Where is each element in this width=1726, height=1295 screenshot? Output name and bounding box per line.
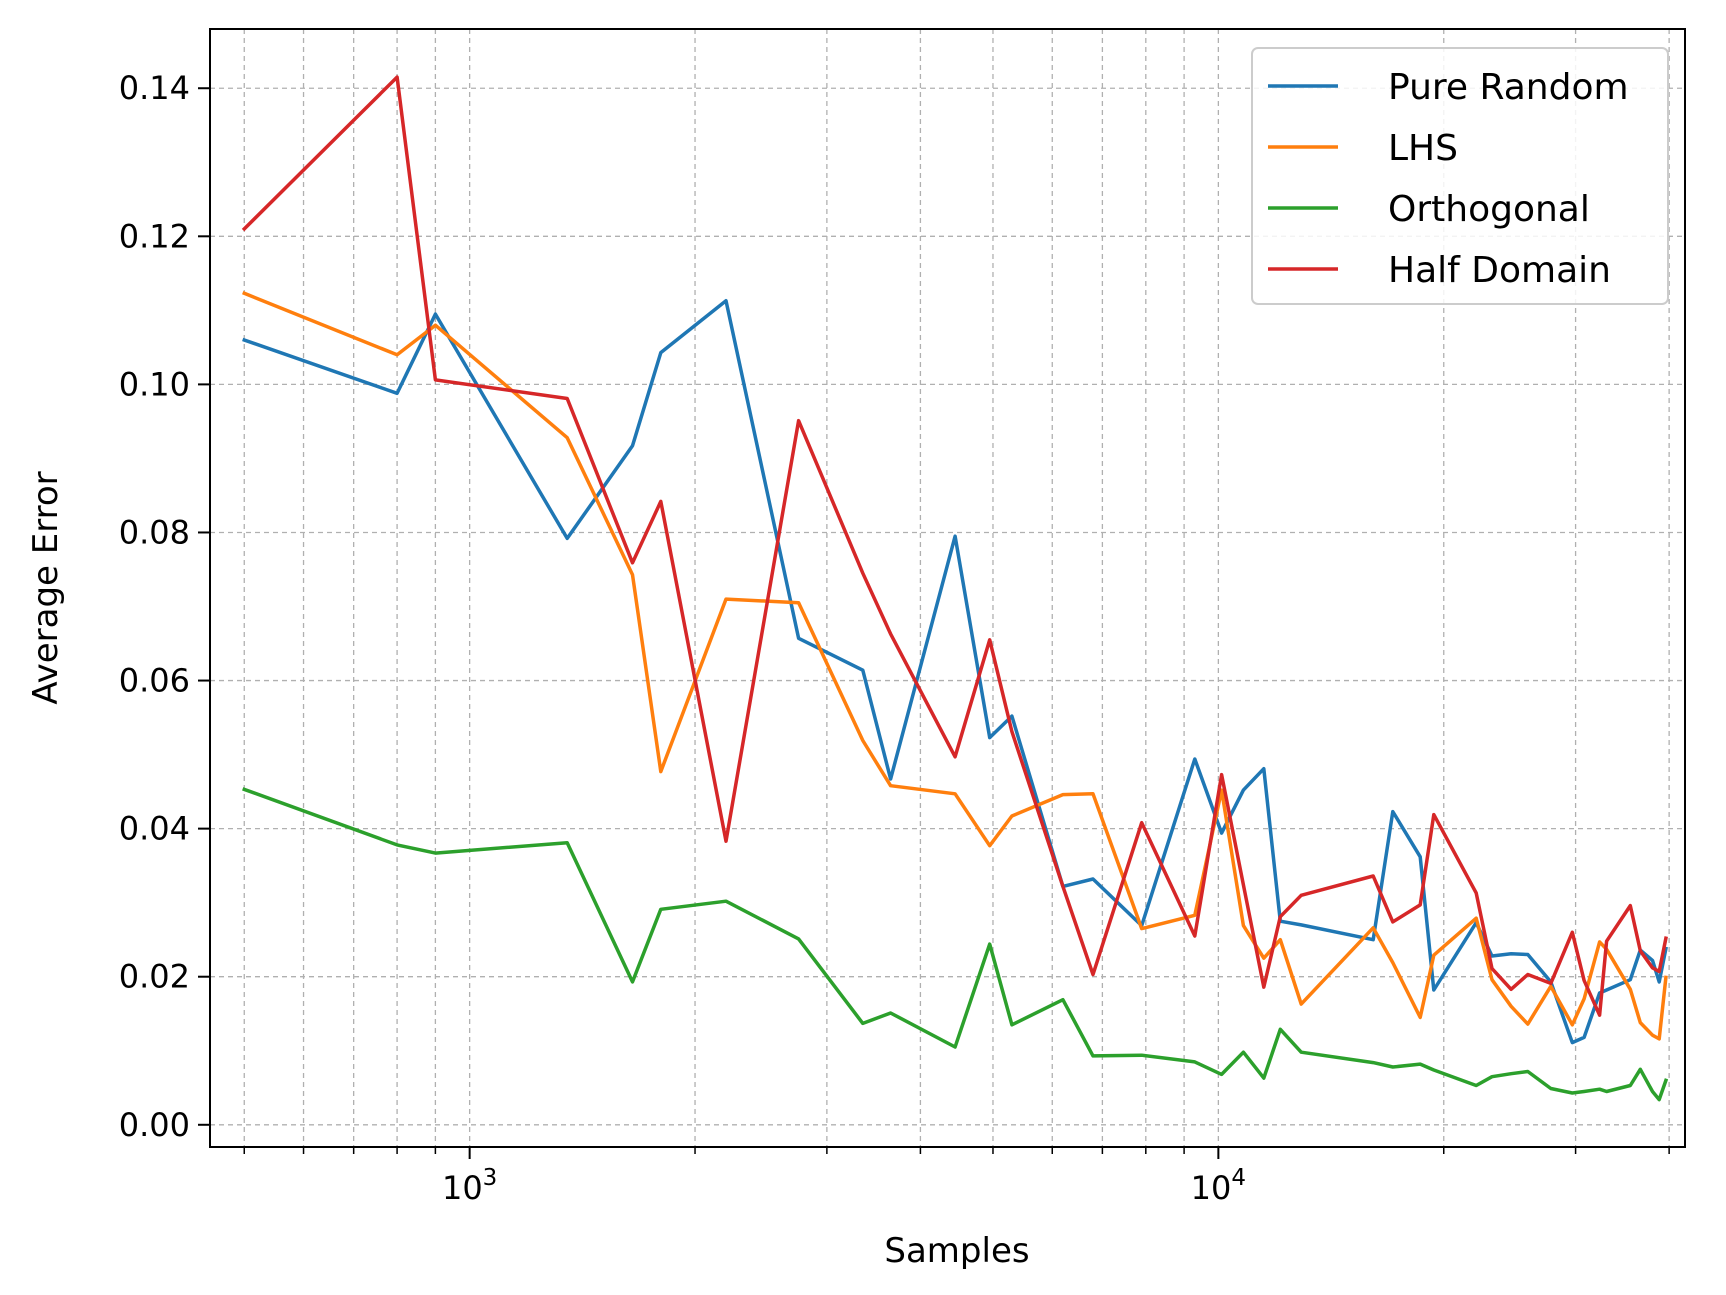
y-tick-label: 0.10 [119,365,190,403]
legend-frame [1251,47,1669,305]
series-line-pure-random [242,298,1668,1045]
series-line-half-domain [241,75,1668,1017]
x-tick-label: 103 [442,1165,497,1207]
legend-label: Orthogonal [1388,189,1590,230]
legend-label: LHS [1388,128,1458,169]
y-tick-label: 0.14 [119,69,190,107]
legend: Pure Random LHS Orthogonal Half Domain [1251,47,1669,305]
y-tick-label: 0.00 [119,1106,190,1144]
series-line-orthogonal [242,787,1669,1102]
y-tick-label: 0.12 [119,217,190,255]
legend-label: Pure Random [1388,67,1629,108]
x-axis-label: Samples [884,1231,1029,1271]
y-tick-label: 0.04 [119,810,190,848]
y-tick-label: 0.02 [119,958,190,996]
legend-label: Half Domain [1388,250,1611,291]
ticks: 103 104 0.00 0.02 0.04 0.06 0.08 0.10 0.12 0.14 [119,69,1670,1207]
y-axis-label: Average Error [26,471,66,704]
plot-area-frame [209,28,1686,1148]
grid [210,29,1685,1147]
y-tick-label: 0.08 [119,513,190,551]
y-tick-label: 0.06 [119,662,190,700]
x-tick-label: 104 [1191,1165,1246,1207]
series-layer [241,75,1669,1102]
